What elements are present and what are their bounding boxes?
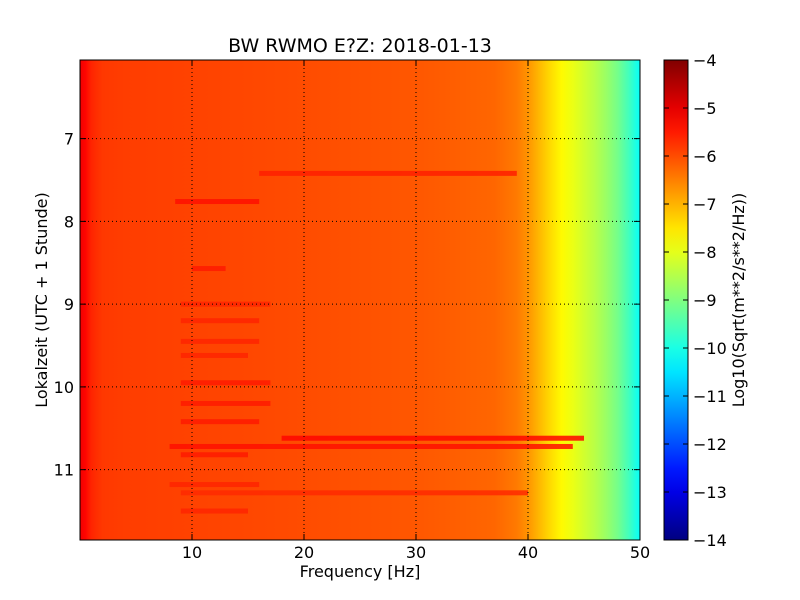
y-tick-label: 7 [64, 130, 74, 149]
colorbar-tick-label: −6 [693, 147, 717, 166]
plot-frame [79, 59, 641, 541]
spectrogram-band [192, 266, 226, 272]
x-axis-ticks: 10 20 30 40 50 [182, 60, 650, 562]
spectrogram-band [180, 338, 260, 344]
spectrogram-band [180, 301, 271, 307]
colorbar-tick-label: −5 [693, 99, 717, 118]
colorbar-label: Log10(Sqrt(m**2/s**2/Hz)) [729, 193, 748, 408]
spectrogram-band [180, 419, 260, 425]
spectrogram-band [180, 380, 271, 386]
spectrogram-band [180, 508, 248, 514]
spectrogram-band [180, 452, 248, 458]
spectrogram-band [180, 400, 271, 406]
chart-title: BW RWMO E?Z: 2018-01-13 [228, 35, 492, 57]
y-tick-label: 8 [64, 212, 74, 231]
x-tick-label: 40 [518, 543, 538, 562]
spectrogram-band [180, 318, 260, 324]
spectrogram-band [180, 352, 248, 358]
y-axis-ticks: 7 8 9 10 11 [54, 130, 640, 480]
spectrogram-band [169, 482, 260, 488]
colorbar-tick-label: −8 [693, 243, 717, 262]
spectrogram-band [169, 443, 573, 449]
spectrogram-band [180, 490, 529, 496]
colorbar-tick-label: −9 [693, 291, 717, 310]
x-tick-label: 20 [294, 543, 314, 562]
colorbar-tick-label: −11 [693, 387, 727, 406]
x-tick-label: 10 [182, 543, 202, 562]
colorbar-tick-label: −13 [693, 483, 727, 502]
spectrogram-bands [169, 170, 584, 514]
colorbar-tick-label: −7 [693, 195, 717, 214]
y-axis-label: Lokalzeit (UTC + 1 Stunde) [32, 192, 51, 407]
x-axis-label: Frequency [Hz] [300, 562, 421, 581]
spectrogram-image [80, 60, 640, 540]
y-tick-label: 9 [64, 295, 74, 314]
colorbar-tick-label: −4 [693, 51, 717, 70]
spectrogram-band [281, 435, 584, 441]
y-tick-label: 10 [54, 378, 74, 397]
spectrogram-band [259, 170, 517, 176]
y-tick-label: 11 [54, 461, 74, 480]
colorbar-ticks: −4 −5 −6 −7 −8 −9 −10 −11 −12 −13 −14 [664, 51, 727, 550]
x-tick-label: 30 [406, 543, 426, 562]
colorbar-tick-label: −10 [693, 339, 727, 358]
colorbar-tick-label: −12 [693, 435, 727, 454]
spectrogram-band [175, 199, 260, 205]
colorbar-tick-label: −14 [693, 531, 727, 550]
x-tick-label: 50 [630, 543, 650, 562]
